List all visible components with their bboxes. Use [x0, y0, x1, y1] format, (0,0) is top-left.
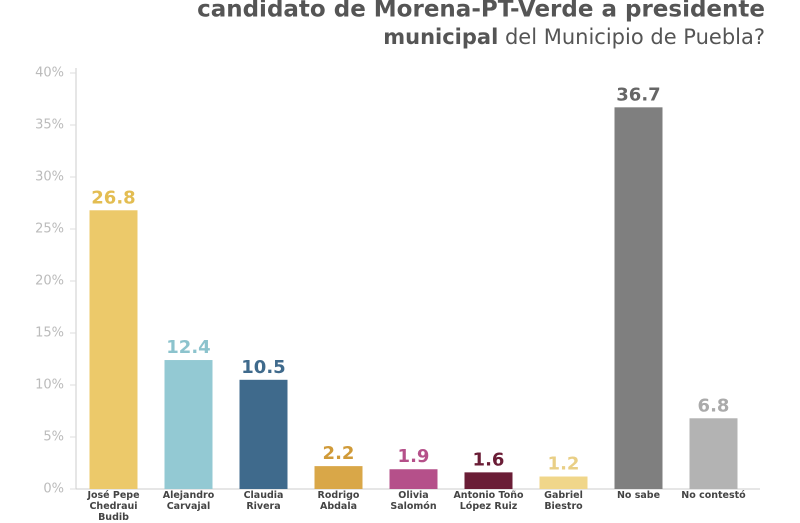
y-tick-label: 25%	[35, 222, 64, 237]
x-tick-label: No sabe	[616, 490, 661, 501]
bar	[614, 107, 663, 489]
y-tick-label: 35%	[35, 118, 64, 133]
value-label: 36.7	[616, 84, 660, 105]
value-label: 12.4	[166, 337, 210, 358]
page: candidato de Morena-PT-Verde a president…	[35, 0, 765, 523]
y-tick-label: 10%	[35, 378, 64, 393]
x-tick-label: José Pepe Chedraui Budib	[87, 490, 140, 523]
y-tick-label: 0%	[43, 482, 64, 497]
y-tick-label: 15%	[35, 326, 64, 341]
x-tick-label: Rodrigo Abdala	[317, 490, 360, 512]
value-label: 2.2	[323, 443, 355, 464]
bar	[464, 472, 513, 489]
x-tick-label: Antonio Toño López Ruiz	[453, 490, 524, 512]
y-tick-label: 20%	[35, 274, 64, 289]
y-tick-label: 40%	[35, 66, 64, 81]
value-label: 6.8	[698, 395, 730, 416]
x-tick-label: No contestó	[681, 490, 746, 501]
value-label: 26.8	[91, 187, 135, 208]
bar	[539, 476, 588, 489]
chart-title-line: municipal del Municipio de Puebla?	[383, 25, 765, 49]
value-label: 1.6	[473, 449, 505, 470]
bar	[689, 418, 738, 489]
x-tick-label: Claudia Rivera	[243, 490, 284, 512]
bar	[89, 210, 138, 489]
x-tick-label: Gabriel Biestro	[544, 490, 583, 512]
chart-title-rest: del Municipio de Puebla?	[505, 25, 765, 49]
y-tick-label: 30%	[35, 170, 64, 185]
chart: candidato de Morena-PT-Verde a president…	[35, 0, 765, 497]
bar	[389, 469, 438, 489]
value-label: 1.9	[398, 446, 430, 467]
x-tick-label: Alejandro Carvajal	[162, 490, 215, 512]
bar	[239, 379, 288, 489]
value-label: 1.2	[548, 454, 580, 475]
chart-title-line: candidato de Morena-PT-Verde a president…	[197, 0, 765, 23]
bar	[164, 360, 213, 489]
y-tick-label: 5%	[43, 430, 64, 445]
bar	[314, 466, 363, 489]
value-label: 10.5	[241, 357, 285, 378]
x-tick-label: Olivia Salomón	[390, 490, 437, 512]
chart-title-bold: municipal	[383, 25, 498, 49]
